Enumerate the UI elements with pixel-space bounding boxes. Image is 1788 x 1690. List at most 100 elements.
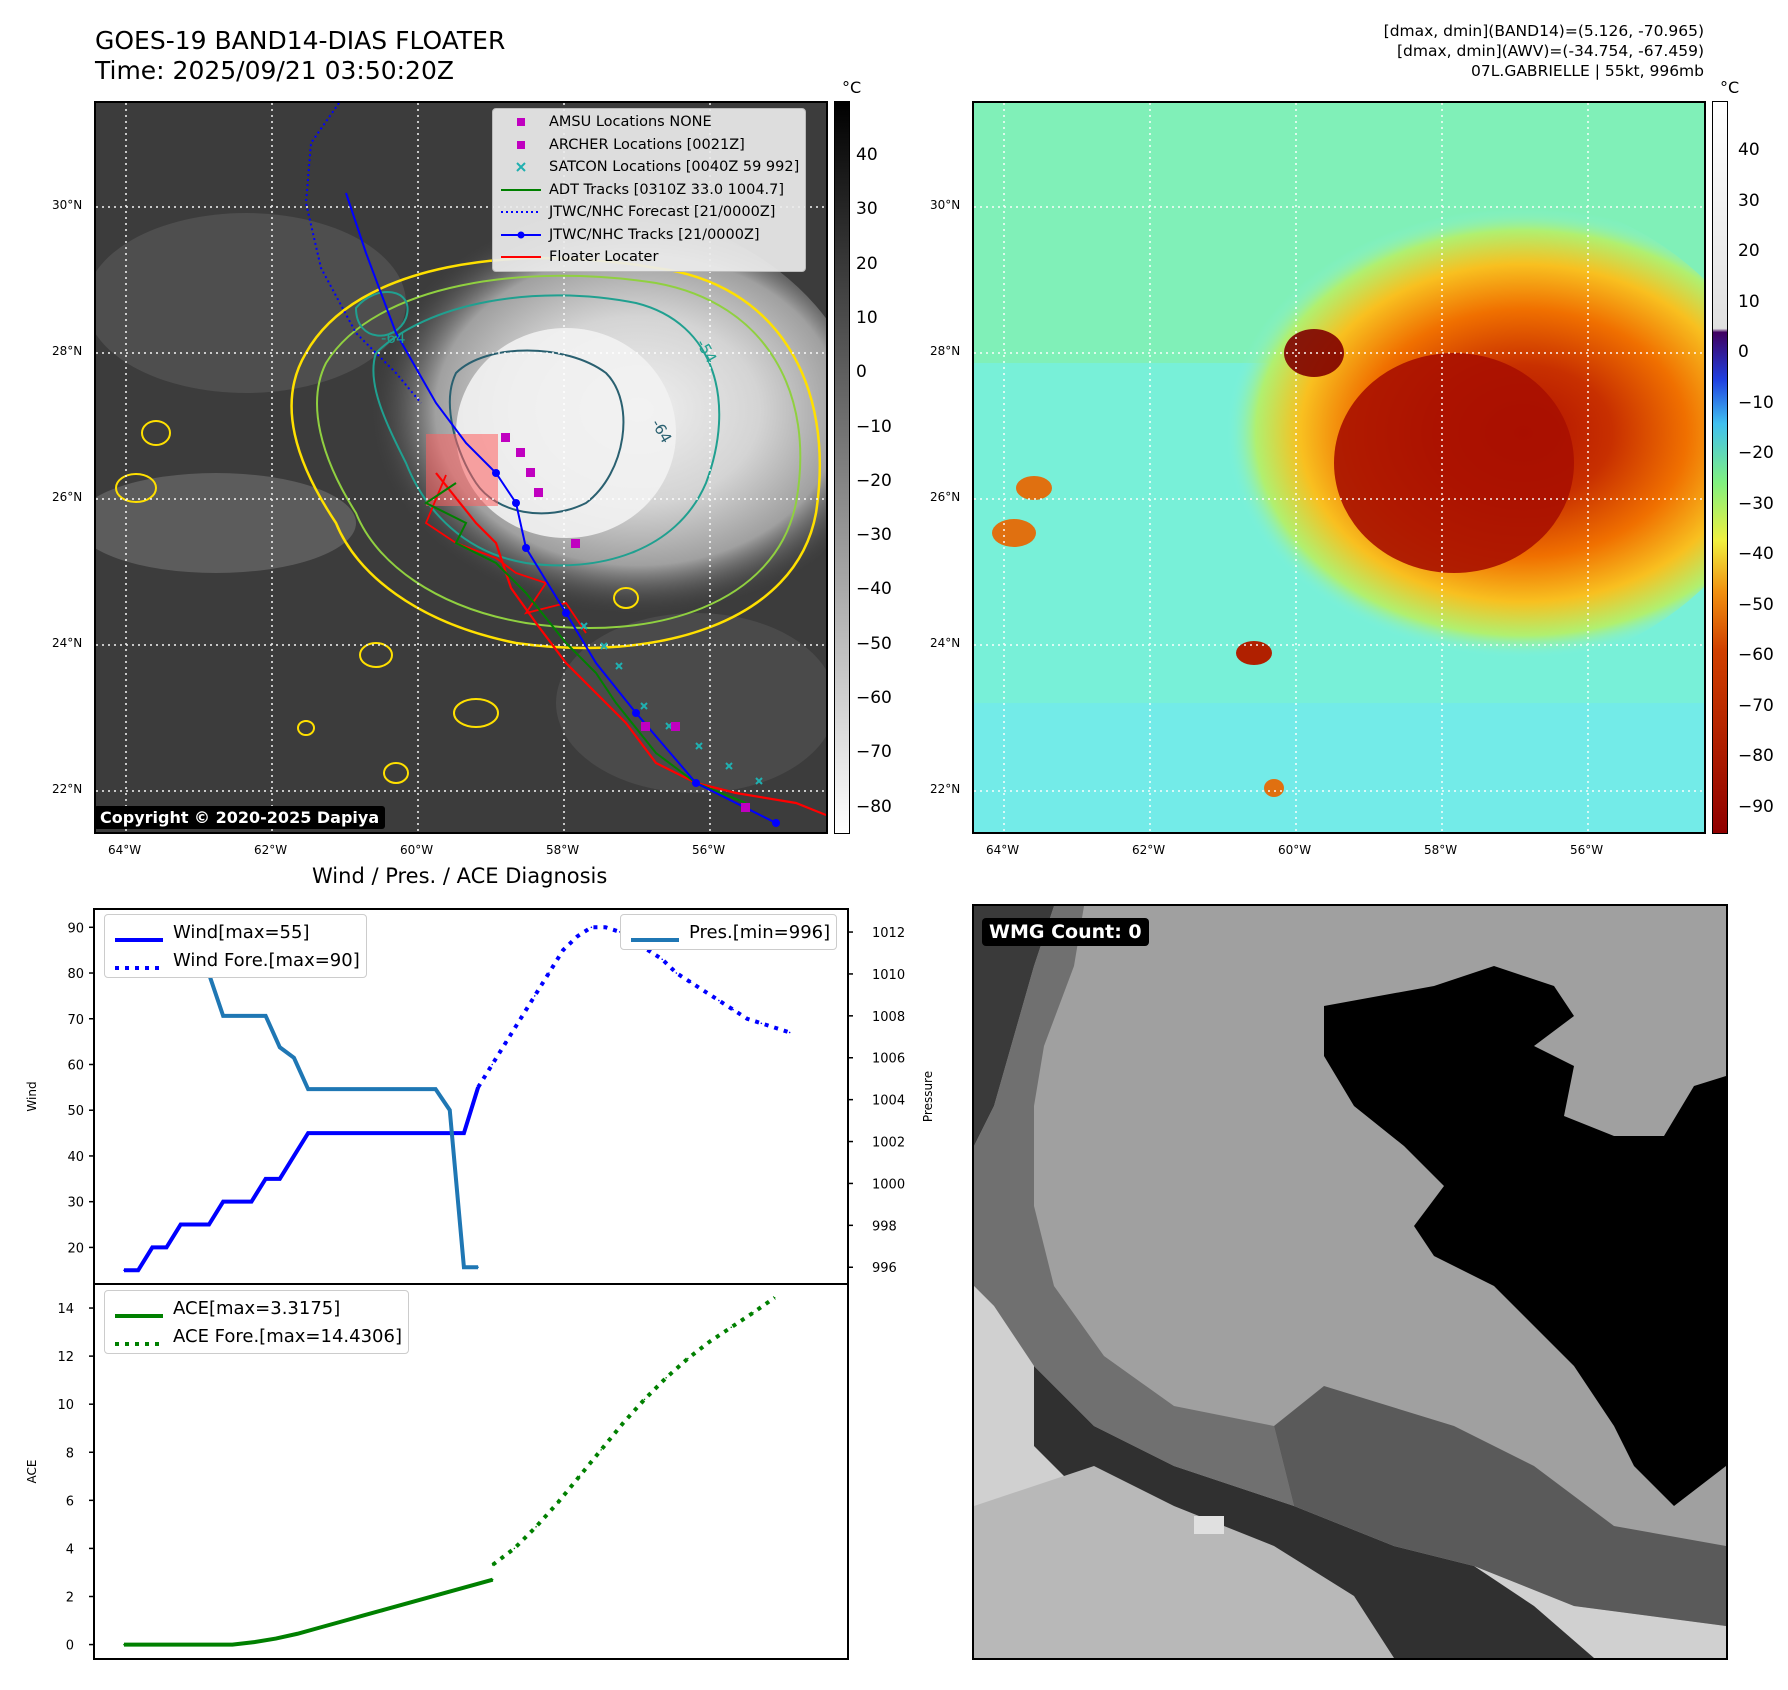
data-point xyxy=(179,1223,182,1226)
data-point xyxy=(208,1223,210,1226)
colorbar-tick-label: 30 xyxy=(1738,190,1760,211)
pressure-ytick-label: 1004 xyxy=(872,1094,905,1109)
series-line-1 xyxy=(476,925,791,1089)
wind-ytick-label: 20 xyxy=(67,1241,84,1256)
map-legend: AMSU Locations NONE ARCHER Locations [002… xyxy=(492,108,807,272)
legend-symbol-icon xyxy=(499,183,543,197)
data-point xyxy=(718,999,720,1002)
data-point xyxy=(548,972,550,974)
colorbar-tick-label: −80 xyxy=(856,796,892,817)
data-point xyxy=(505,1040,508,1043)
data-point xyxy=(752,1312,754,1314)
ace-ytick-label: 4 xyxy=(66,1542,74,1557)
ace-ytick-label: 2 xyxy=(66,1591,74,1606)
ace-chart-frame xyxy=(93,1283,849,1660)
colorbar-tick-label: −20 xyxy=(856,470,892,491)
chart-legend-label: Wind[max=55] xyxy=(173,921,310,943)
colorbar-left-unit: °C xyxy=(842,78,862,97)
data-point xyxy=(321,1088,324,1090)
colorbar-tick-label: −50 xyxy=(1738,594,1774,615)
lon-label-62w: 62°W xyxy=(254,843,288,857)
lat-label-28n: 28°N xyxy=(52,344,83,358)
data-point xyxy=(335,1132,338,1134)
ace-series-line-1 xyxy=(491,1296,776,1567)
data-point xyxy=(123,1643,125,1646)
data-point xyxy=(307,1088,309,1090)
lon-label-60w: 60°W xyxy=(400,843,434,857)
data-point xyxy=(426,1596,429,1599)
data-point xyxy=(491,1063,494,1066)
chart-legend-item: Wind[max=55] xyxy=(111,918,360,946)
colorbar-tick-label: −40 xyxy=(856,579,892,600)
lat-label-26n-right: 26°N xyxy=(930,490,961,504)
chart-legend-item: Wind Fore.[max=90] xyxy=(111,946,360,974)
legend-symbol-icon xyxy=(499,115,543,129)
colorbar-tick-label: 20 xyxy=(1738,241,1760,262)
data-point xyxy=(293,1056,295,1059)
data-point xyxy=(165,1246,168,1249)
data-point xyxy=(253,1641,255,1643)
data-point xyxy=(363,1132,366,1134)
data-point xyxy=(405,1602,407,1605)
data-point xyxy=(231,1643,234,1646)
ace-ytick-label: 14 xyxy=(57,1302,74,1317)
contour-label-1: -64 xyxy=(381,329,406,347)
data-point xyxy=(760,1022,763,1025)
wind-ytick-label: 70 xyxy=(67,1013,84,1028)
wind-axis-label: Wind xyxy=(25,1081,39,1111)
colorbar-tick-label: 10 xyxy=(1738,291,1760,312)
data-point xyxy=(661,958,664,961)
colorbar-tick-label: 30 xyxy=(856,199,878,220)
colorbar-right xyxy=(1712,101,1728,834)
map-legend-item: JTWC/NHC Forecast [21/0000Z] xyxy=(499,201,799,224)
colorbar-right-unit: °C xyxy=(1720,78,1740,97)
lon-label-62w-right: 62°W xyxy=(1132,843,1166,857)
data-point xyxy=(194,1223,196,1226)
colorbar-tick-label: 10 xyxy=(856,307,878,328)
data-point xyxy=(463,1132,465,1134)
chart-legend-item: Pres.[min=996] xyxy=(627,918,830,946)
colorbar-tick-label: −90 xyxy=(1738,796,1774,817)
data-point xyxy=(689,981,692,983)
data-point xyxy=(383,1608,386,1611)
page-title: GOES-19 BAND14-DIAS FLOATER xyxy=(95,26,506,55)
colorbar-tick-label: −10 xyxy=(856,416,892,437)
chart-legend-label: ACE[max=3.3175] xyxy=(173,1297,341,1319)
data-point xyxy=(491,1578,494,1581)
chart-legend-item: ACE Fore.[max=14.4306] xyxy=(111,1322,402,1350)
data-point xyxy=(222,1200,224,1203)
map-legend-label: Floater Locater xyxy=(549,249,659,266)
wind-ytick-label: 90 xyxy=(67,921,84,936)
data-point xyxy=(477,1266,479,1269)
ace-ytick-label: 0 xyxy=(66,1639,74,1654)
colorbar-tick-label: −80 xyxy=(1738,746,1774,767)
pressure-ytick-label: 996 xyxy=(872,1261,897,1276)
data-point xyxy=(519,1017,522,1020)
colorbar-tick-label: −50 xyxy=(856,633,892,654)
colorbar-tick-label: −10 xyxy=(1738,392,1774,413)
colorbar-tick-label: 40 xyxy=(856,145,878,165)
data-point xyxy=(137,1269,139,1272)
lon-label-64w: 64°W xyxy=(108,843,142,857)
lat-label-24n-right: 24°N xyxy=(930,636,961,650)
colorbar-tick-label: −70 xyxy=(1738,695,1774,716)
page-time: Time: 2025/09/21 03:50:20Z xyxy=(95,56,454,85)
data-point xyxy=(293,1155,295,1157)
data-point xyxy=(392,1088,394,1090)
map-legend-item: Floater Locater xyxy=(499,246,799,269)
data-point xyxy=(708,1340,711,1343)
map-legend-label: SATCON Locations [0040Z 59 992] xyxy=(549,159,800,176)
map-legend-label: AMSU Locations NONE xyxy=(549,114,712,131)
chart-legend-item: ACE[max=3.3175] xyxy=(111,1294,402,1322)
data-point xyxy=(665,1376,667,1379)
map-legend-label: JTWC/NHC Tracks [21/0000Z] xyxy=(549,226,760,243)
lon-label-58w: 58°W xyxy=(546,843,580,857)
data-point xyxy=(533,995,536,997)
data-point xyxy=(590,926,593,929)
data-point xyxy=(222,1015,224,1017)
data-point xyxy=(434,1088,437,1090)
data-point xyxy=(562,949,564,951)
data-point xyxy=(264,1178,267,1180)
legend-line-icon xyxy=(111,956,167,970)
data-point xyxy=(470,1584,472,1587)
